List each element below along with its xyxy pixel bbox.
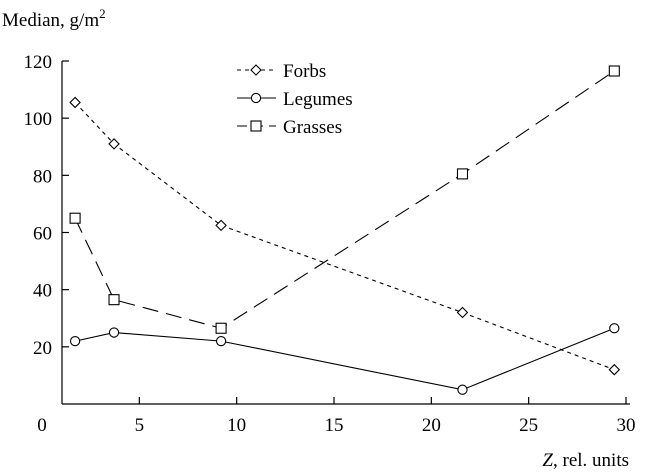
data-point-grasses <box>108 294 120 306</box>
data-point-legumes <box>457 384 468 395</box>
series-grasses <box>69 65 620 334</box>
data-point-forbs <box>456 306 469 319</box>
data-point-legumes <box>215 335 227 347</box>
x-tick-label: 15 <box>325 415 344 436</box>
data-point-forbs <box>108 138 120 150</box>
x-tick-label: 10 <box>227 415 246 436</box>
y-tick-label: 120 <box>24 52 53 73</box>
x-axis-title-variable: Z <box>542 450 553 471</box>
data-point-forbs <box>69 96 81 109</box>
data-point-grasses <box>69 212 81 224</box>
legend-marker-legumes <box>250 92 262 104</box>
x-tick-label: 20 <box>422 415 441 436</box>
series-line-legumes <box>74 327 615 391</box>
legend-item-grasses: Grasses <box>237 117 342 138</box>
data-point-grasses <box>608 65 620 77</box>
data-point-forbs <box>215 219 227 232</box>
y-tick-label: 40 <box>33 281 52 302</box>
ticks: 0 5 10 15 20 25 30 20 40 60 80 100 120 <box>24 52 636 436</box>
data-point-forbs <box>608 363 621 376</box>
legend-item-legumes: Legumes <box>237 89 353 110</box>
series-forbs <box>69 96 621 376</box>
legend-label-grasses: Grasses <box>283 117 342 138</box>
y-tick-label: 20 <box>33 338 52 359</box>
x-tick-label: 25 <box>519 415 538 436</box>
data-point-grasses <box>456 168 469 180</box>
legend-marker-forbs <box>250 64 262 76</box>
x-tick-label: 30 <box>617 415 636 436</box>
data-point-legumes <box>108 327 120 338</box>
x-axis-title: Z, rel. units <box>542 450 629 471</box>
y-axis-title: Median, g/m2 <box>2 6 106 31</box>
legend-marker-grasses <box>250 120 262 132</box>
y-tick-label: 60 <box>33 224 52 245</box>
y-tick-label: 80 <box>33 166 52 187</box>
y-tick-label: 100 <box>24 109 53 130</box>
legend-item-forbs: Forbs <box>237 61 326 82</box>
data-point-legumes <box>609 323 620 334</box>
y-axis-title-superscript: 2 <box>99 6 106 21</box>
x-tick-label: 5 <box>135 415 145 436</box>
legend: Forbs Legumes Grasses <box>237 61 353 138</box>
x-tick-label: 0 <box>37 415 47 436</box>
y-axis-title-text: Median, g/m <box>2 10 99 31</box>
data-point-legumes <box>69 335 81 347</box>
axes <box>61 61 630 405</box>
series-group <box>69 65 621 395</box>
series-line-forbs <box>74 102 615 371</box>
legend-label-legumes: Legumes <box>283 89 353 110</box>
data-point-grasses <box>215 322 227 334</box>
x-axis-title-units: , rel. units <box>553 450 629 471</box>
series-legumes <box>69 323 620 395</box>
legend-label-forbs: Forbs <box>283 61 326 82</box>
